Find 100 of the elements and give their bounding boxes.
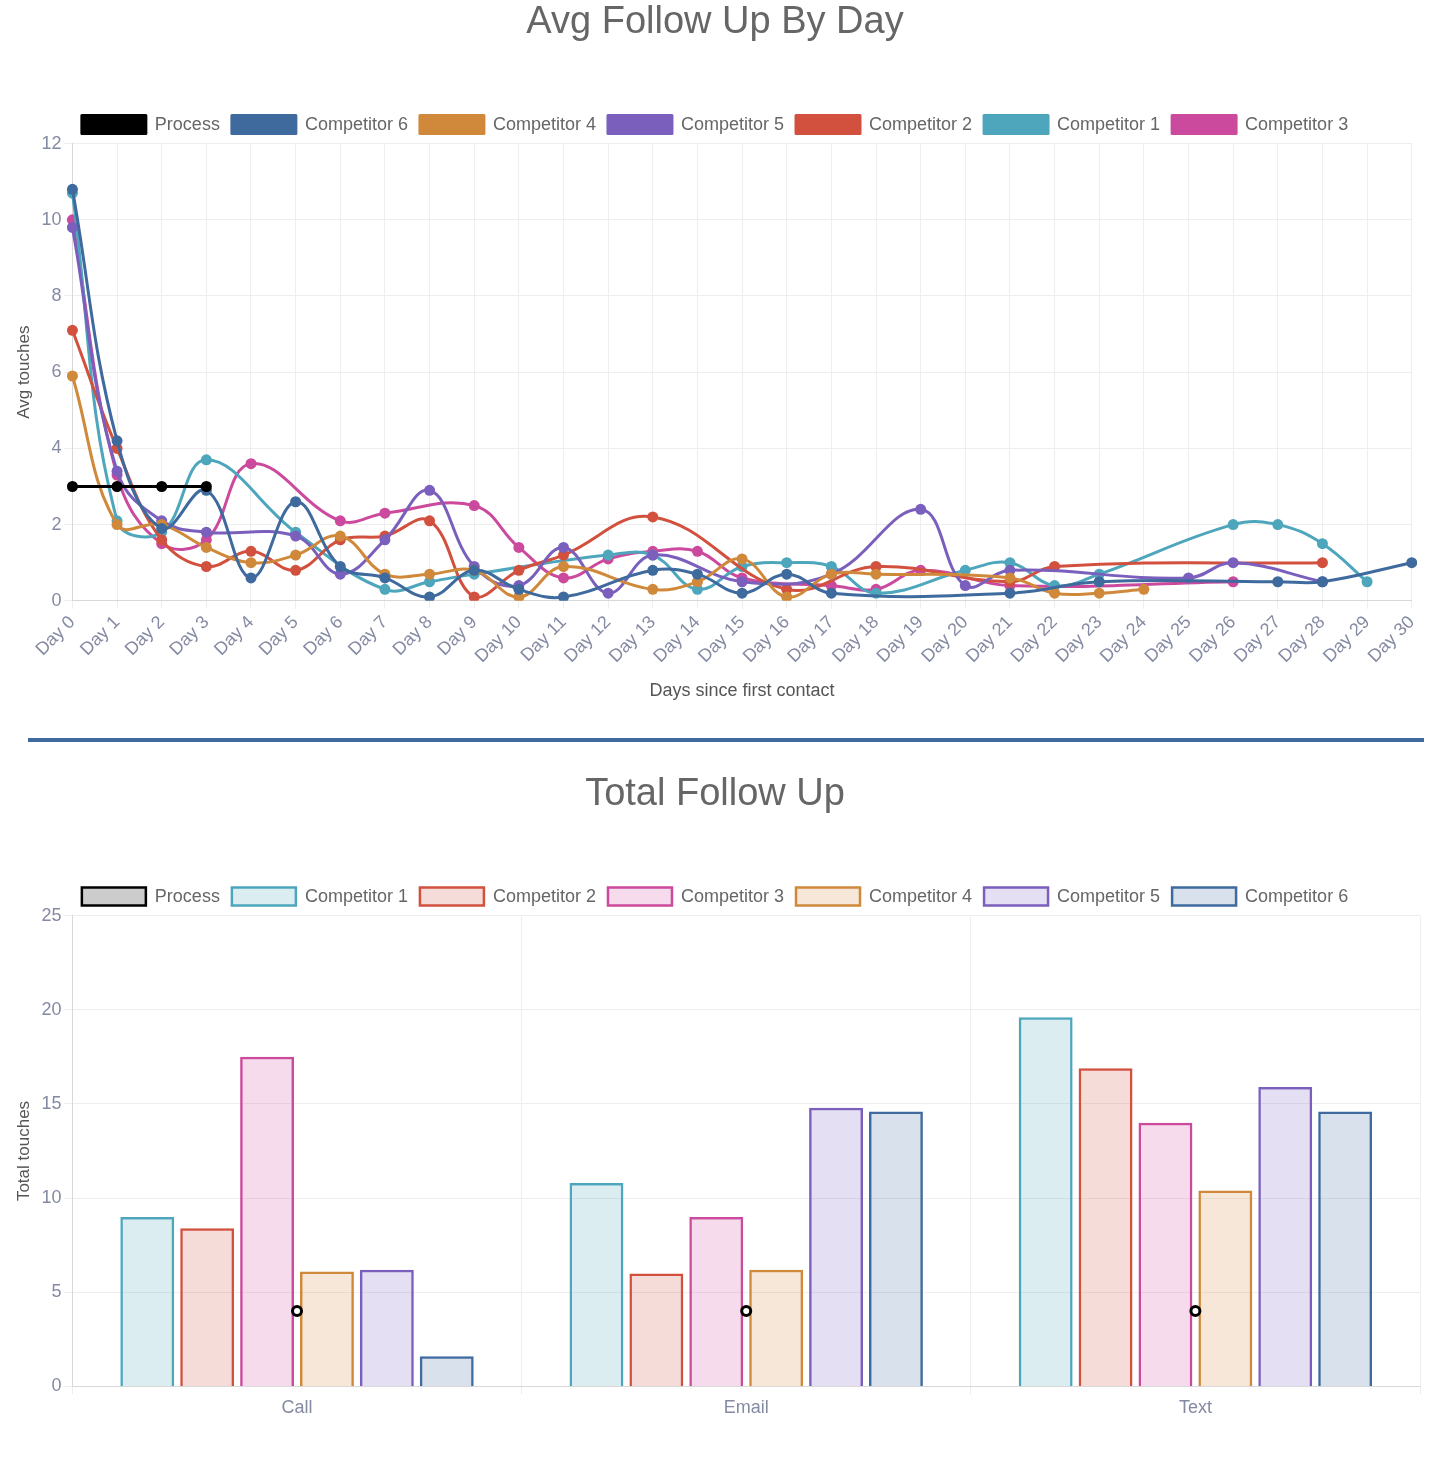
point [424, 515, 436, 527]
y-tick-label: 2 [51, 513, 62, 534]
legend-label: Competitor 3 [1245, 113, 1349, 134]
bar [629, 1273, 684, 1386]
point [1004, 572, 1016, 584]
y-tick-label: 0 [51, 589, 62, 610]
legend-label: Competitor 6 [304, 113, 408, 134]
point [870, 568, 882, 580]
legend-label: Competitor 2 [869, 113, 973, 134]
point [200, 526, 212, 538]
point [334, 530, 346, 542]
point [200, 481, 212, 492]
point [1361, 576, 1373, 588]
x-tick-label: Day 0 [31, 611, 79, 660]
y-tick-label: 4 [51, 437, 62, 458]
point [1227, 557, 1239, 569]
y-tick-label: 6 [51, 361, 62, 382]
point [736, 553, 748, 565]
point [290, 549, 302, 561]
bar [180, 1228, 235, 1386]
bar [749, 1269, 804, 1386]
point [647, 511, 659, 523]
point [647, 583, 659, 595]
point [915, 503, 927, 515]
point [379, 583, 391, 595]
point [379, 572, 391, 584]
point [1406, 557, 1418, 569]
point [156, 534, 168, 546]
x-tick-label: Text [1178, 1397, 1212, 1418]
point [1049, 587, 1061, 599]
legend-label: Competitor 4 [869, 885, 973, 906]
point [602, 587, 614, 599]
x-axis-title: Days since first contact [649, 680, 835, 701]
bar [240, 1056, 295, 1386]
chart-title: Avg Follow Up By Day [526, 0, 904, 42]
bar [868, 1111, 923, 1386]
point [245, 545, 257, 557]
point [781, 591, 793, 601]
point [245, 557, 257, 569]
point [245, 458, 257, 470]
point [736, 587, 748, 599]
bar [809, 1107, 863, 1386]
point [468, 500, 480, 512]
point [66, 324, 78, 336]
point [111, 435, 123, 447]
point [468, 591, 480, 601]
point [156, 481, 168, 492]
point [200, 454, 212, 466]
y-tick-label: 10 [41, 1187, 62, 1208]
x-tick-label: Call [281, 1397, 313, 1418]
point [290, 564, 302, 576]
legend-label: Competitor 4 [492, 113, 596, 134]
point [513, 541, 525, 553]
point [1004, 587, 1016, 599]
point [424, 591, 436, 601]
legend-label: Competitor 1 [304, 885, 408, 906]
bar [419, 1356, 474, 1386]
y-tick-label: 25 [41, 904, 62, 925]
y-tick-label: 0 [51, 1375, 62, 1396]
point [1272, 576, 1284, 588]
point [200, 541, 212, 553]
bar [1018, 1017, 1073, 1386]
point [602, 549, 614, 561]
point [781, 568, 793, 580]
point [558, 541, 569, 553]
point [334, 561, 346, 573]
point [691, 568, 703, 580]
point [1272, 519, 1284, 531]
y-tick-label: 15 [41, 1092, 62, 1113]
y-tick-label: 20 [41, 998, 62, 1019]
point [111, 519, 123, 531]
bar [300, 1271, 354, 1386]
point [290, 530, 302, 542]
point [558, 572, 569, 584]
y-tick-label: 12 [41, 132, 62, 153]
point [66, 481, 78, 492]
bar [689, 1216, 744, 1386]
y-tick-label: 8 [51, 284, 62, 305]
point [558, 561, 569, 573]
point [379, 507, 391, 519]
y-tick-label: 10 [41, 208, 62, 229]
point [66, 183, 78, 195]
y-tick-label: 5 [51, 1281, 62, 1302]
point [111, 465, 123, 477]
bar [120, 1216, 175, 1386]
bar [1078, 1068, 1133, 1386]
legend-label: Competitor 1 [1057, 113, 1161, 134]
legend-label: Competitor 3 [680, 885, 785, 906]
bar [1258, 1086, 1313, 1386]
bar [1318, 1111, 1373, 1386]
point [111, 481, 123, 492]
bar [1138, 1122, 1193, 1386]
x-tick-label: Email [723, 1397, 769, 1418]
legend-label: Competitor 5 [1057, 885, 1161, 906]
point [691, 545, 703, 557]
y-axis-title: Avg touches [13, 325, 33, 419]
bar [1198, 1190, 1253, 1386]
legend-label: Process [154, 113, 220, 134]
point [1316, 538, 1328, 550]
point [558, 591, 569, 601]
